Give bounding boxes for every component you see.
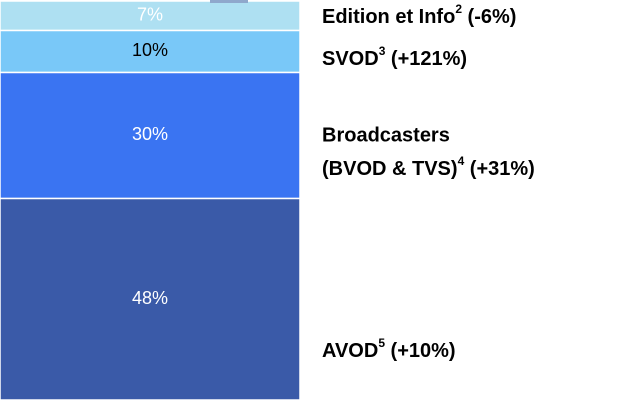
bar-segment-edition-et-info xyxy=(0,0,301,32)
legend-label: AVOD5 (+10%) xyxy=(322,336,456,362)
legend-label-line2: (BVOD & TVS)4 (+31%) xyxy=(322,154,535,180)
bar-segment-avod xyxy=(0,197,301,400)
legend-label: Broadcasters xyxy=(322,124,450,146)
segment-value-label: 7% xyxy=(137,4,163,24)
legend-label: Edition et Info2 (-6%) xyxy=(322,2,516,28)
segment-value-label: 30% xyxy=(132,124,168,144)
legend-label: SVOD3 (+121%) xyxy=(322,44,467,70)
cropped-segment-sliver xyxy=(210,0,248,3)
segment-value-label: 48% xyxy=(132,288,168,308)
segment-value-label: 10% xyxy=(132,40,168,60)
segment-value-labels: 48% 30% 10% 7% xyxy=(132,4,168,308)
segment-legend: AVOD5 (+10%) Broadcasters (BVOD & TVS)4 (+… xyxy=(322,2,535,362)
bar-segments xyxy=(0,0,301,400)
bar-segment-broadcasters xyxy=(0,71,301,200)
